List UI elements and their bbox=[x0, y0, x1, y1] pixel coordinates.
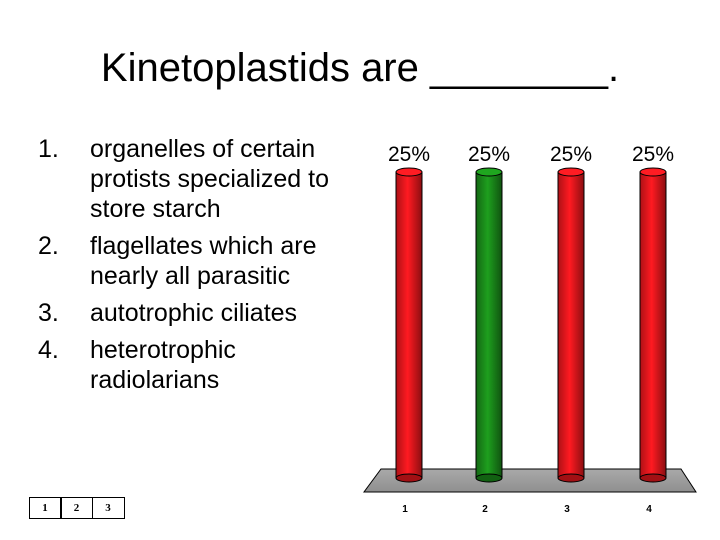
answer-number: 2. bbox=[38, 232, 59, 260]
value-label: 25% bbox=[632, 143, 674, 166]
slide-title: Kinetoplastids are ________. bbox=[100, 46, 620, 90]
counter-box: 2 bbox=[60, 497, 93, 519]
answer-number: 1. bbox=[38, 135, 59, 163]
answer-text: organelles of certain protists specializ… bbox=[90, 135, 330, 223]
answer-item-3: 3. autotrophic ciliates bbox=[38, 298, 358, 328]
bar-4 bbox=[639, 167, 667, 483]
bar-top-2 bbox=[475, 167, 503, 177]
bar-top-3 bbox=[557, 167, 585, 177]
bar-top-1 bbox=[395, 167, 423, 177]
answer-text: autotrophic ciliates bbox=[90, 299, 298, 327]
answer-number: 3. bbox=[38, 299, 59, 327]
counter-box: 1 bbox=[28, 497, 62, 519]
bar-2 bbox=[475, 167, 503, 483]
bars-layer bbox=[395, 167, 667, 483]
answer-item-4: 4. heterotrophic radiolarians bbox=[38, 335, 358, 395]
bar-top-4 bbox=[639, 167, 667, 177]
answer-text: flagellates which are nearly all parasit… bbox=[90, 232, 317, 290]
category-label: 3 bbox=[564, 504, 570, 515]
category-label: 1 bbox=[402, 504, 408, 515]
response-counter: 1 2 3 bbox=[28, 497, 125, 519]
answer-item-2: 2. flagellates which are nearly all para… bbox=[38, 231, 358, 291]
bar-3 bbox=[557, 167, 585, 483]
bar-1 bbox=[395, 167, 423, 483]
counter-box: 3 bbox=[91, 497, 125, 519]
value-label: 25% bbox=[388, 143, 430, 166]
answer-number: 4. bbox=[38, 336, 59, 364]
value-label: 25% bbox=[550, 143, 592, 166]
value-label: 25% bbox=[468, 143, 510, 166]
category-label: 4 bbox=[646, 504, 652, 515]
answer-item-1: 1. organelles of certain protists specia… bbox=[38, 134, 358, 224]
labels-layer: 25% 1 25% 2 25% 3 25% 4 bbox=[388, 143, 674, 515]
answer-list: 1. organelles of certain protists specia… bbox=[38, 134, 358, 402]
answer-text: heterotrophic radiolarians bbox=[90, 336, 236, 394]
category-label: 2 bbox=[482, 504, 488, 515]
